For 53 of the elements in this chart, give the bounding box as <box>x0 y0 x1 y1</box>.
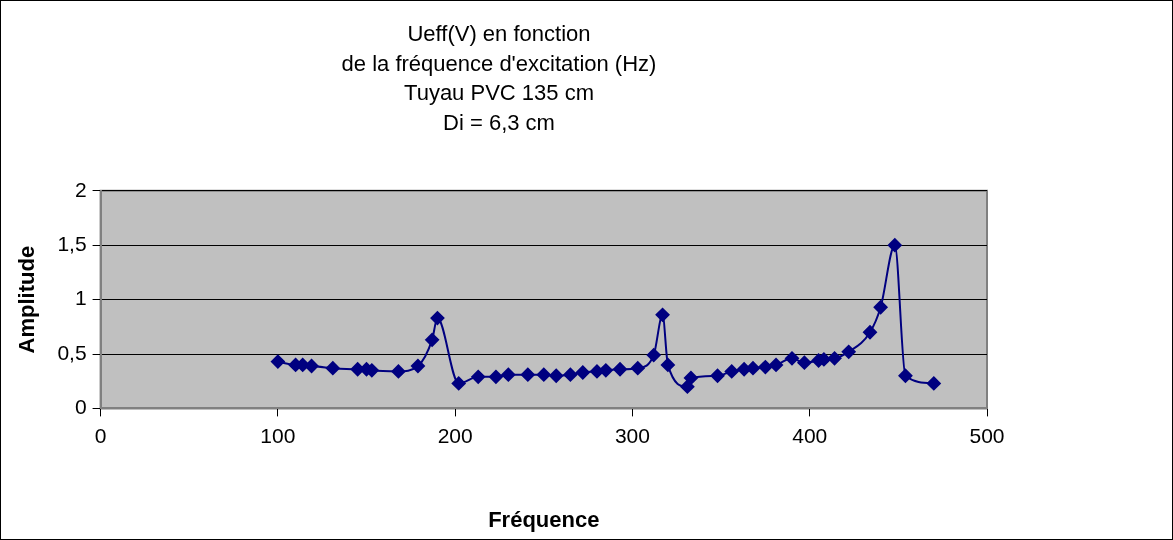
y-tick-label: 0,5 <box>57 340 87 364</box>
point <box>724 364 739 379</box>
point <box>784 351 799 366</box>
point <box>655 307 670 322</box>
x-tick-label: 100 <box>260 423 296 447</box>
point <box>549 368 564 383</box>
point <box>575 365 590 380</box>
point <box>797 355 812 370</box>
point <box>613 362 628 377</box>
point <box>898 368 913 383</box>
y-tick-label: 1,5 <box>57 232 87 255</box>
point <box>630 361 645 376</box>
x-tick-label: 400 <box>792 423 828 447</box>
point <box>887 238 902 253</box>
point <box>451 376 466 391</box>
point <box>410 358 425 373</box>
point <box>520 367 535 382</box>
point <box>270 354 285 369</box>
point <box>488 369 503 384</box>
point <box>710 368 725 383</box>
y-tick-label: 1 <box>74 286 87 310</box>
point <box>563 367 578 382</box>
text: Ueff(V) en fonction <box>407 20 591 46</box>
y-tick-label: 2 <box>74 177 87 201</box>
point <box>683 370 698 385</box>
y-axis-title: Amplitude <box>14 245 40 354</box>
point <box>862 325 877 340</box>
point <box>430 311 445 326</box>
x-axis-title: Fréquence <box>488 506 600 532</box>
x-tick-label: 0 <box>94 423 107 447</box>
x-tick-label: 300 <box>614 423 650 447</box>
point <box>758 360 773 375</box>
x-tick-label: 500 <box>969 423 1005 447</box>
point <box>769 357 784 372</box>
point <box>325 361 340 376</box>
x-tick-label: 200 <box>437 423 473 447</box>
point <box>873 300 888 315</box>
text: Tuyau PVC 135 cm <box>404 80 594 106</box>
text: de la fréquence d'excitation (Hz) <box>341 50 657 76</box>
point <box>304 358 319 373</box>
point <box>841 344 856 359</box>
y-tick-label: 0 <box>74 395 87 419</box>
point <box>827 351 842 366</box>
point <box>646 348 661 363</box>
point <box>680 379 695 394</box>
text: Di = 6,3 cm <box>443 110 555 136</box>
point <box>391 364 406 379</box>
point <box>660 357 675 372</box>
point <box>471 369 486 384</box>
point <box>536 367 551 382</box>
point <box>425 332 440 347</box>
point <box>926 376 941 391</box>
point <box>501 367 516 382</box>
